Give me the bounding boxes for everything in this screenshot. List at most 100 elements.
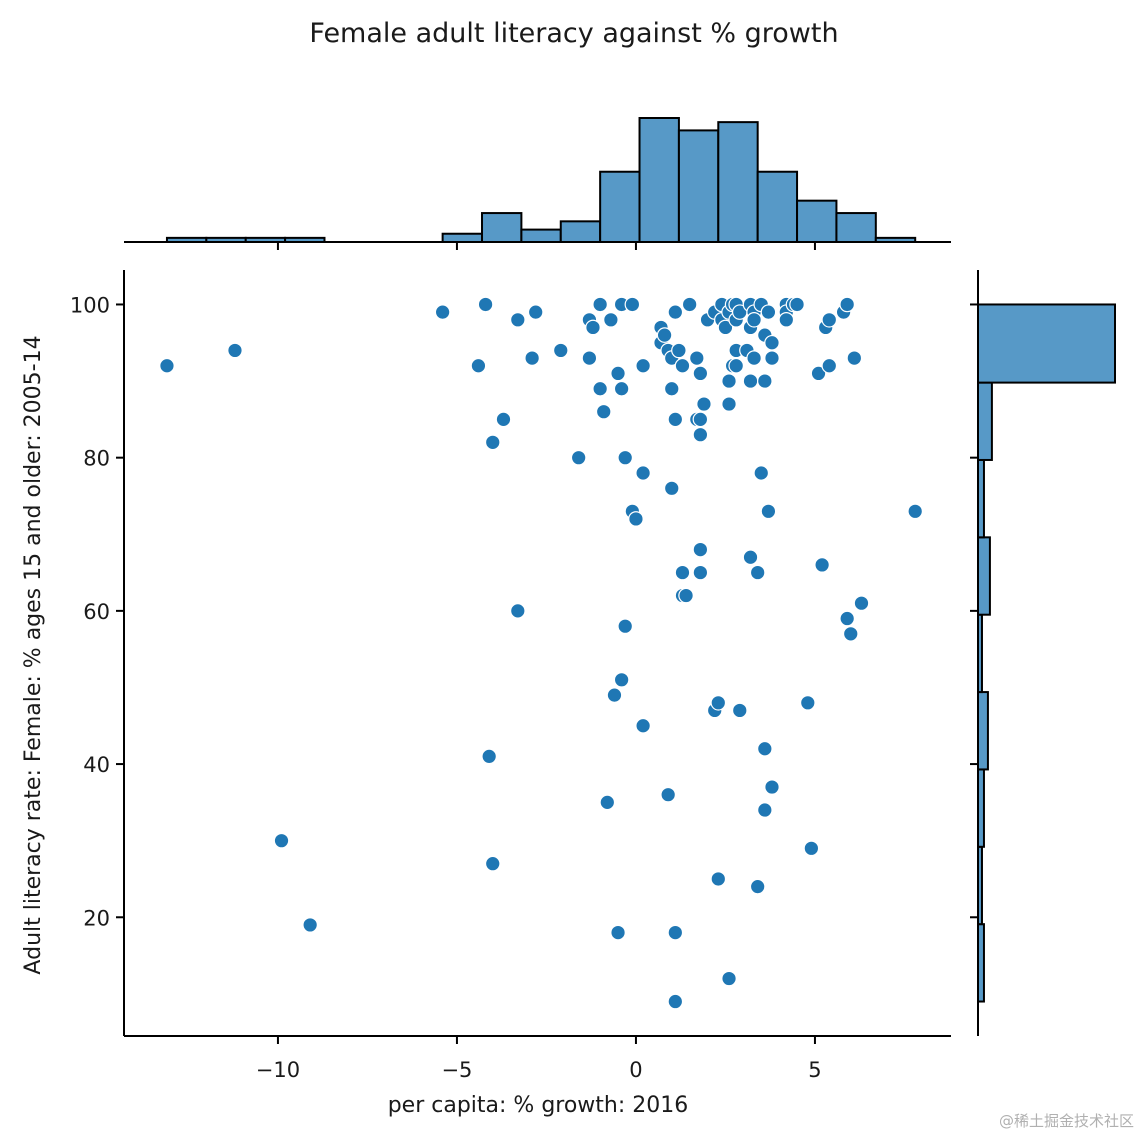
- y-axis-label: Adult literacy rate: Female: % ages 15 a…: [21, 335, 46, 974]
- x-hist-bar: [599, 170, 641, 244]
- scatter-point: [663, 380, 680, 397]
- scatter-point: [692, 411, 709, 428]
- scatter-point: [731, 702, 748, 719]
- scatter-point: [585, 319, 601, 336]
- scatter-point: [907, 503, 923, 520]
- scatter-point: [667, 993, 684, 1010]
- scatter-point: [678, 587, 694, 604]
- scatter-point: [839, 610, 855, 627]
- scatter-point: [592, 296, 608, 313]
- x-hist-bar: [677, 129, 720, 243]
- x-hist-bar: [520, 228, 562, 244]
- scatter-point: [749, 564, 766, 581]
- y-marginal-histogram: [977, 303, 1116, 1003]
- y-tick-label: 100: [70, 293, 110, 317]
- scatter-point: [663, 480, 680, 497]
- scatter-point: [595, 403, 612, 420]
- scatter-point: [227, 342, 243, 359]
- scatter-point: [624, 296, 641, 313]
- scatter-point: [692, 564, 709, 581]
- scatter-point: [656, 327, 673, 343]
- x-tick-label: 0: [629, 1058, 642, 1082]
- scatter-point: [721, 373, 737, 389]
- scatter-point: [853, 595, 870, 612]
- scatter-point: [710, 871, 727, 887]
- scatter-point: [789, 296, 805, 313]
- x-hist-bar: [481, 212, 523, 243]
- scatter-point: [635, 717, 651, 734]
- scatter-point: [617, 449, 634, 466]
- scatter-point: [757, 740, 773, 757]
- scatter-point: [484, 434, 501, 451]
- scatter-point: [757, 373, 773, 389]
- scatter-point: [617, 618, 634, 634]
- x-hist-bar: [756, 170, 799, 244]
- scatter-point: [434, 304, 451, 320]
- scatter-point: [778, 311, 795, 328]
- scatter-point: [710, 694, 727, 711]
- scatter-point: [696, 396, 712, 412]
- scatter-point: [764, 350, 780, 366]
- scatter-point: [592, 380, 608, 397]
- scatter-point: [760, 304, 777, 320]
- scatter-point: [689, 350, 705, 366]
- watermark: @稀土掘金技术社区: [999, 1112, 1134, 1130]
- scatter-point: [717, 319, 734, 336]
- scatter-point: [610, 365, 626, 382]
- scatter-point: [764, 779, 780, 795]
- scatter-point: [613, 672, 630, 688]
- scatter-point: [660, 786, 676, 803]
- scatter-point: [524, 350, 540, 366]
- scatter-point: [671, 342, 687, 359]
- scatter-point: [477, 296, 494, 313]
- y-tick-label: 40: [83, 753, 110, 777]
- y-hist-bar: [977, 536, 991, 616]
- x-axis-label: per capita: % growth: 2016: [388, 1093, 689, 1118]
- y-hist-bar: [977, 381, 993, 461]
- x-axis-ticks: −10 −5 0 5: [256, 242, 822, 1082]
- scatter-point: [159, 357, 175, 374]
- scatter-point: [803, 840, 820, 857]
- scatter-point: [821, 357, 838, 374]
- y-axis-ticks: 20 40 60 80 100: [70, 293, 978, 930]
- scatter-point: [821, 311, 838, 328]
- scatter-point: [552, 342, 569, 359]
- scatter-point: [681, 296, 698, 313]
- scatter-point: [603, 311, 619, 328]
- scatter-point: [667, 924, 684, 941]
- scatter-point: [606, 687, 623, 703]
- scatter-point: [510, 311, 526, 328]
- scatter-point: [810, 365, 827, 382]
- scatter-point: [842, 626, 859, 642]
- scatter-point: [846, 350, 863, 366]
- scatter-point: [470, 357, 487, 374]
- y-tick-label: 80: [83, 447, 110, 471]
- scatter-point: [510, 603, 526, 619]
- scatter-point: [692, 426, 709, 443]
- scatter-point: [760, 503, 777, 520]
- scatter-point: [667, 304, 684, 320]
- scatter-point: [527, 304, 544, 320]
- x-hist-bar: [559, 220, 602, 243]
- scatter-point: [746, 311, 762, 328]
- y-hist-bar: [977, 303, 1116, 384]
- y-tick-label: 60: [83, 600, 110, 624]
- scatter-point: [746, 350, 762, 366]
- scatter-point: [484, 855, 501, 872]
- scatter-point: [692, 365, 709, 382]
- scatter-point: [757, 802, 773, 818]
- scatter-point: [635, 357, 651, 374]
- scatter-point: [570, 449, 587, 466]
- scatter-point: [581, 350, 598, 366]
- x-tick-label: −5: [441, 1058, 472, 1082]
- y-tick-label: 20: [83, 906, 110, 930]
- scatter-point: [764, 334, 780, 351]
- scatter-point: [814, 557, 830, 573]
- scatter-point: [674, 357, 691, 374]
- scatter-point: [667, 411, 684, 428]
- scatter-point: [635, 465, 651, 481]
- scatter-point: [721, 396, 737, 412]
- x-hist-bar: [717, 121, 759, 243]
- scatter-point: [742, 549, 759, 566]
- x-hist-bar: [638, 117, 680, 243]
